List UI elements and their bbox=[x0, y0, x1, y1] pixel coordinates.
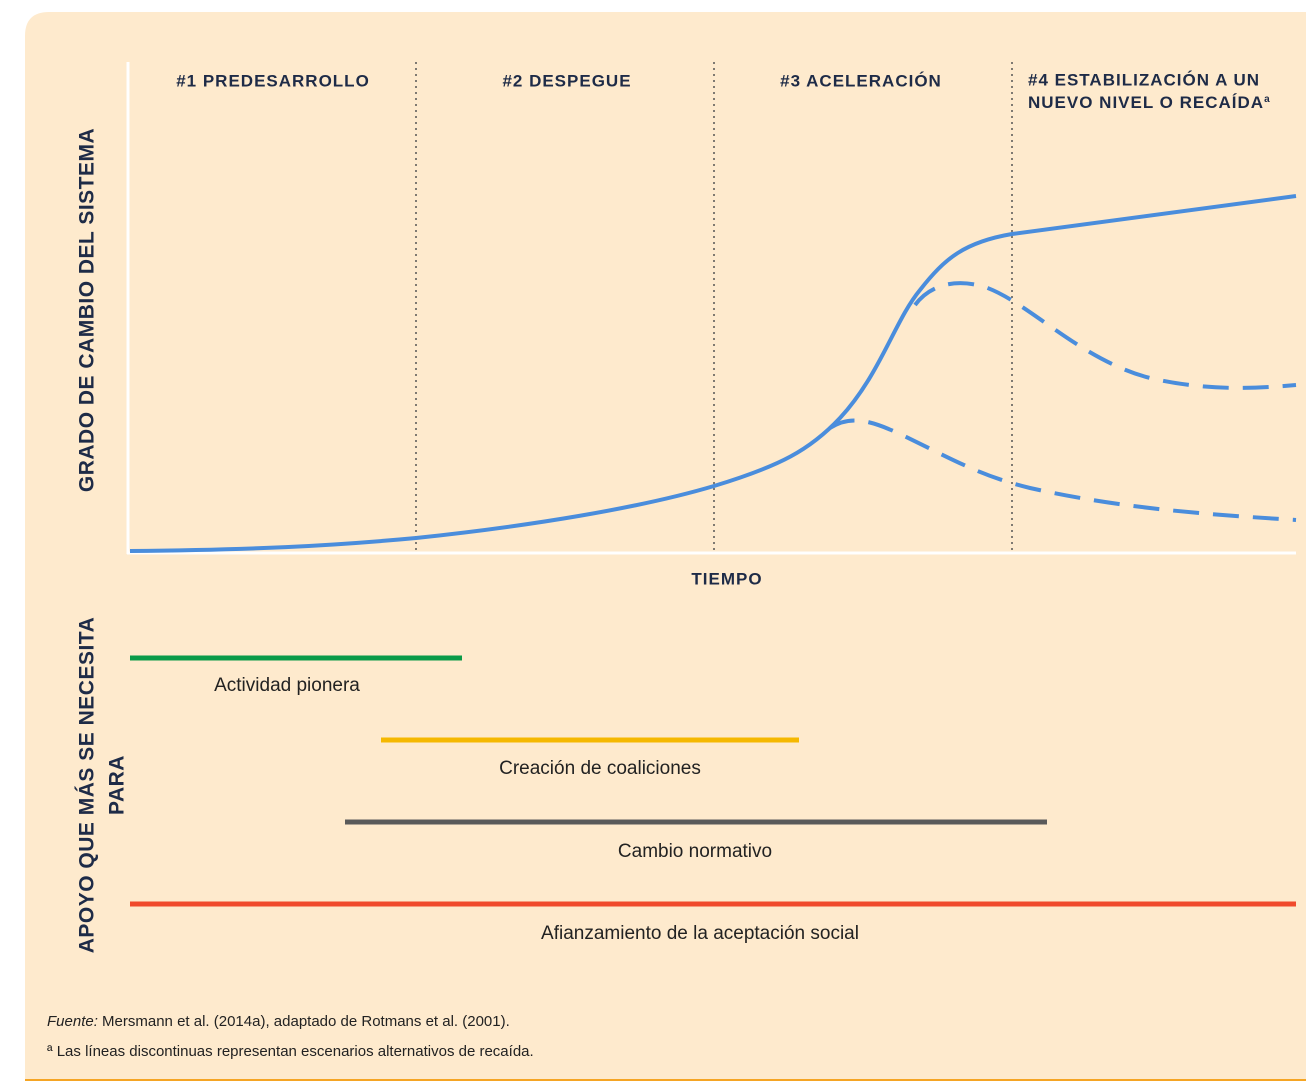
footnote: ª Las líneas discontinuas representan es… bbox=[47, 1043, 534, 1060]
y-axis-label: GRADO DE CAMBIO DEL SISTEMA bbox=[76, 128, 99, 492]
x-axis-label: TIEMPO bbox=[691, 569, 762, 588]
relapse-curve-high bbox=[913, 281, 1297, 390]
support-label: Creación de coaliciones bbox=[499, 758, 701, 779]
source-prefix: Fuente: bbox=[47, 1013, 98, 1030]
source-text: Mersmann et al. (2014a), adaptado de Rot… bbox=[102, 1013, 510, 1030]
phase-dividers bbox=[415, 62, 1013, 553]
phase-label: #3 ACELERACIÓN bbox=[780, 71, 942, 90]
support-axis-label: PARA bbox=[106, 755, 129, 815]
phase-label: #4 ESTABILIZACIÓN A UN bbox=[1028, 70, 1260, 89]
phase-label: #1 PREDESARROLLO bbox=[176, 71, 370, 90]
support-axis-label: APOYO QUE MÁS SE NECESITA bbox=[76, 617, 99, 954]
support-label: Actividad pionera bbox=[214, 675, 360, 696]
relapse-curve-low bbox=[828, 418, 1297, 522]
main-curve bbox=[129, 194, 1297, 553]
phase-label: NUEVO NIVEL O RECAÍDAa bbox=[1028, 93, 1271, 112]
phase-label: #2 DESPEGUE bbox=[502, 71, 631, 90]
panel bbox=[25, 12, 1306, 1080]
phase-note: a bbox=[1264, 94, 1271, 105]
support-label: Cambio normativo bbox=[618, 841, 772, 862]
support-label: Afianzamiento de la aceptación social bbox=[541, 923, 859, 944]
phase-label-line: NUEVO NIVEL O RECAÍDA bbox=[1028, 93, 1264, 112]
source: Fuente: Mersmann et al. (2014a), adaptad… bbox=[47, 1013, 510, 1030]
